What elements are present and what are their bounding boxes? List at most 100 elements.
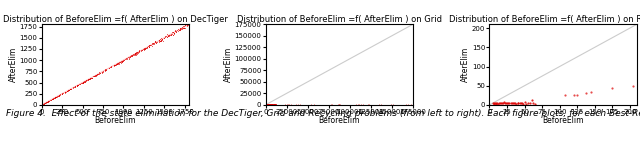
Point xyxy=(84,78,94,80)
Point xyxy=(111,64,121,66)
Point xyxy=(52,95,63,97)
Point xyxy=(116,60,127,62)
Point xyxy=(264,103,275,105)
Point xyxy=(261,103,271,105)
Point xyxy=(295,103,305,106)
Point xyxy=(162,36,172,38)
Point xyxy=(159,37,170,39)
Point xyxy=(268,103,278,106)
Point xyxy=(572,94,582,97)
Point xyxy=(166,33,176,35)
Point xyxy=(79,80,89,83)
Point xyxy=(116,60,127,63)
Point xyxy=(117,59,127,62)
Point xyxy=(178,26,188,29)
Point xyxy=(262,103,272,105)
Point xyxy=(148,43,158,45)
Point xyxy=(260,104,271,106)
Point xyxy=(180,27,190,30)
Point xyxy=(355,103,365,105)
Point xyxy=(261,103,271,105)
Point xyxy=(57,92,67,95)
Point xyxy=(385,103,396,106)
Point xyxy=(131,53,141,55)
Point xyxy=(389,104,399,106)
Point xyxy=(87,77,97,79)
Point xyxy=(270,103,280,106)
Point xyxy=(60,91,70,93)
Y-axis label: AfterElim: AfterElim xyxy=(461,47,470,82)
Point xyxy=(262,104,272,106)
Point xyxy=(356,103,366,106)
Point xyxy=(124,57,134,60)
Point xyxy=(157,39,167,42)
Point xyxy=(281,103,291,106)
Point xyxy=(66,88,76,90)
Point xyxy=(168,31,178,33)
Point xyxy=(155,39,165,42)
Point xyxy=(70,85,80,88)
Point xyxy=(131,52,141,54)
Point xyxy=(266,104,276,106)
Point xyxy=(112,63,122,65)
Point xyxy=(170,29,180,32)
Point xyxy=(72,84,83,86)
Point xyxy=(47,98,57,100)
Point xyxy=(124,57,134,59)
Point xyxy=(275,103,285,106)
Point xyxy=(61,90,72,92)
Point xyxy=(175,27,186,30)
Point xyxy=(167,32,177,35)
Point xyxy=(304,103,314,106)
Point xyxy=(266,103,276,106)
Point xyxy=(262,103,272,106)
Point xyxy=(84,78,94,80)
Point xyxy=(268,103,278,106)
Point xyxy=(260,104,271,106)
Point xyxy=(109,64,120,66)
Point xyxy=(86,77,97,79)
Point xyxy=(134,49,145,51)
Point xyxy=(269,103,279,105)
Point xyxy=(260,103,271,106)
Point xyxy=(388,103,398,105)
Point xyxy=(568,93,579,96)
Point xyxy=(89,75,99,77)
Point xyxy=(41,101,51,104)
Point xyxy=(265,104,275,106)
Point xyxy=(581,92,591,95)
Point xyxy=(267,103,277,105)
Point xyxy=(151,42,161,44)
Point xyxy=(42,100,52,103)
Point xyxy=(494,101,504,104)
Point xyxy=(264,104,274,106)
Point xyxy=(127,54,138,57)
Point xyxy=(43,100,53,102)
Point xyxy=(275,104,285,106)
Point xyxy=(262,103,273,106)
Point xyxy=(51,96,61,98)
Point xyxy=(511,102,521,105)
Point xyxy=(150,41,161,43)
Point xyxy=(267,103,277,105)
Point xyxy=(264,104,274,106)
Point xyxy=(152,41,162,43)
Point xyxy=(47,98,58,100)
Point xyxy=(163,34,173,37)
Point xyxy=(122,57,132,59)
Point xyxy=(499,101,509,103)
Point xyxy=(268,104,278,106)
Point xyxy=(42,101,52,103)
Point xyxy=(132,51,143,54)
Point xyxy=(84,77,95,80)
Point xyxy=(269,103,279,105)
Point xyxy=(498,102,508,105)
Point xyxy=(66,88,76,90)
Point xyxy=(173,30,183,33)
Point xyxy=(138,49,148,52)
Point xyxy=(148,42,159,45)
Point xyxy=(129,53,140,55)
Point xyxy=(262,103,272,106)
Point xyxy=(492,102,502,104)
Point xyxy=(265,103,275,106)
